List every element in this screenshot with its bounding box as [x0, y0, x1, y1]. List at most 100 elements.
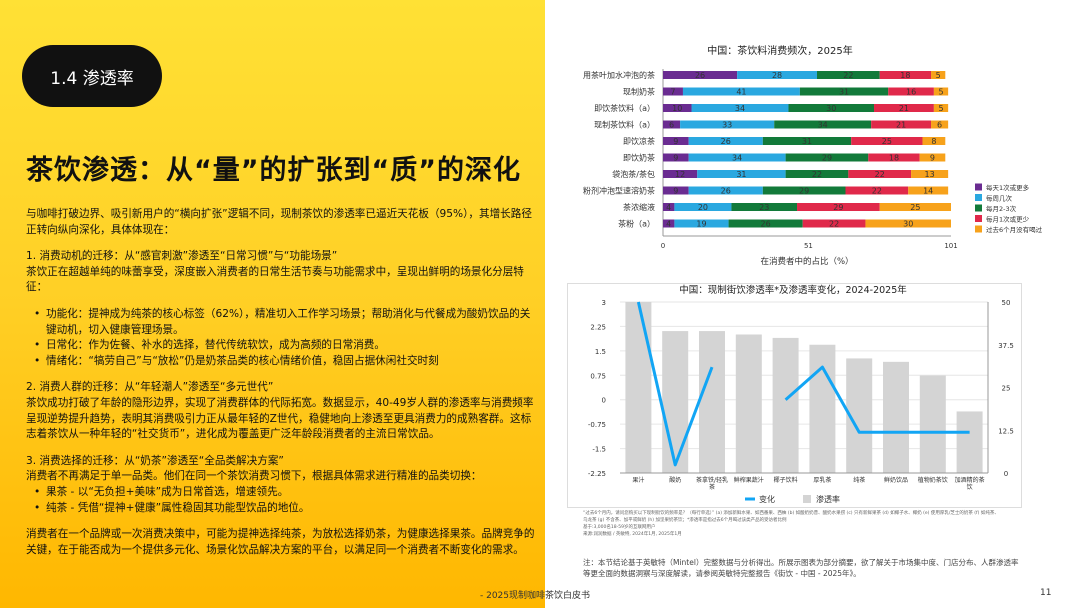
section-1-text: 茶饮正在超越单纯的味蕾享受，深度嵌入消费者的日常生活节奏与功能需求中，呈现出鲜明…: [26, 265, 524, 294]
category-label: 茶粉（a）: [618, 219, 655, 229]
category-label: 即饮茶饮料（a）: [594, 103, 655, 113]
data-label: 30: [826, 104, 836, 113]
category-label: 茶浓缩液: [623, 202, 655, 212]
category-label: 鲜榨果蔬汁: [733, 477, 764, 484]
data-label: 10: [672, 104, 682, 113]
legend-label: 过去6个月没有喝过: [986, 225, 1043, 234]
page-number: 11: [1040, 588, 1052, 598]
bar-segment: [663, 104, 692, 112]
data-label: 33: [722, 121, 732, 130]
bar-segment: [879, 71, 932, 79]
data-label: 34: [735, 104, 745, 113]
bar-segment: [663, 71, 738, 79]
data-label: 5: [938, 104, 943, 113]
section-pill: 1.4 渗透率: [22, 45, 162, 107]
data-label: 25: [910, 203, 920, 212]
data-label: 6: [669, 121, 674, 130]
category-label: 加酒精的茶饮: [954, 477, 985, 491]
legend-label: 每月1次或更少: [986, 215, 1030, 224]
data-label: 26: [761, 220, 771, 229]
category-label: 粉剂冲泡型速溶奶茶: [583, 186, 655, 196]
data-label: 7: [670, 88, 675, 97]
category-label: 植物奶茶饮: [917, 477, 948, 484]
bar-segment: [888, 87, 934, 96]
bar-segment: [911, 170, 949, 178]
data-label: 13: [925, 170, 935, 179]
bar-segment: [680, 120, 775, 129]
data-label: 29: [833, 203, 843, 212]
data-label: 18: [889, 154, 899, 163]
section-1-list: 功能化：提神成为纯茶的核心标签（62%），精准切入工作学习场景；帮助消化与代餐成…: [26, 307, 538, 369]
bar-segment: [802, 219, 866, 228]
data-label: 6: [937, 121, 942, 130]
note-text: 注：本节结论基于英敏特（Mintel）完整数据与分析得出。所展示图表为部分摘要，…: [583, 558, 1019, 578]
data-label: 25: [882, 137, 892, 146]
x-tick-label: 101: [944, 242, 957, 250]
category-label: 鲜奶饮品: [883, 477, 908, 484]
legend-swatch: [975, 204, 982, 212]
data-label: 4: [666, 220, 671, 229]
bar-segment: [663, 87, 683, 96]
category-label: 即饮奶茶: [623, 153, 655, 163]
data-label: 18: [900, 71, 910, 80]
list-item: 情绪化：“犒劳自己”与“放松”仍是奶茶品类的核心情绪价值，稳固占据休闲社交时刻: [34, 354, 538, 370]
category-label: 果汁: [632, 477, 645, 484]
bar-segment: [737, 71, 817, 79]
bar-segment: [874, 104, 934, 112]
bar-segment: [799, 87, 889, 96]
legend-label: 每月2-3次: [986, 204, 1017, 213]
chart-footnote: “过去6个月内，请问您购买以下现制街饮的频率是？（每行单选）” (a) 添加新鲜…: [583, 510, 1003, 538]
bar-segment: [688, 153, 786, 162]
bar-segment: [868, 153, 920, 162]
bar-segment: [797, 203, 880, 211]
data-label: 29: [799, 187, 809, 196]
category-label: 厚乳茶: [813, 477, 832, 484]
data-label: 29: [822, 154, 832, 163]
bar-segment: [731, 203, 798, 211]
data-label: 23: [759, 203, 769, 212]
legend-label: 每天1次或更多: [986, 183, 1030, 192]
data-label: 12: [675, 170, 685, 179]
bar-segment: [774, 120, 872, 129]
footnote-line: “过去6个月内，请问您购买以下现制街饮的频率是？（每行单选）” (a) 添加新鲜…: [583, 511, 999, 523]
section-3-text: 消费者不再满足于单一品类。他们在同一个茶饮消费习惯下，根据具体需求进行精准的品类…: [26, 470, 482, 483]
data-label: 22: [872, 187, 882, 196]
data-label: 22: [829, 220, 839, 229]
bar-segment: [691, 104, 789, 112]
bar-segment: [931, 71, 946, 79]
chart-2-frame: [567, 283, 1022, 508]
data-label: 9: [673, 154, 678, 163]
page-title: 茶饮渗透：从“量”的扩张到“质”的深化: [26, 155, 521, 186]
section-3-title: 3. 消费选择的迁移：从“奶茶”渗透至“全品类解决方案”: [26, 454, 284, 467]
data-label: 31: [839, 88, 849, 97]
bar-segment: [845, 186, 909, 195]
bar-segment: [688, 186, 763, 195]
legend-swatch: [975, 215, 982, 222]
data-label: 5: [936, 71, 941, 80]
data-label: 9: [673, 137, 678, 146]
bar-segment: [816, 71, 880, 79]
bar-segment: [663, 153, 689, 162]
bar-segment: [663, 120, 681, 129]
chart-title: 中国：茶饮料消费频次，2025年: [707, 44, 852, 57]
x-tick-label: 0: [661, 242, 665, 250]
category-label: 现制奶茶: [623, 87, 655, 97]
bar-segment: [931, 120, 949, 129]
footnote-line: 基于:3,000名18-59岁的互联网用户: [583, 525, 656, 530]
category-label: 即饮凉茶: [623, 136, 655, 146]
bar-segment: [674, 219, 729, 228]
bar-segment: [933, 104, 949, 112]
bar-segment: [663, 219, 675, 228]
category-label: 现制茶饮料（a）: [594, 120, 655, 130]
data-label: 34: [732, 154, 742, 163]
footnote-line: 来源:润润数据 / 英敏特, 2024年1月, 2025年1月: [583, 532, 682, 537]
left-panel: 1.4 渗透率 茶饮渗透：从“量”的扩张到“质”的深化 与咖啡打破边界、吸引新用…: [0, 0, 545, 608]
data-label: 21: [899, 104, 909, 113]
category-label: 椰子饮料: [773, 477, 798, 484]
data-label: 26: [721, 187, 731, 196]
list-item: 纯茶 - 凭借“提神+健康”属性稳固其功能型饮品的地位。: [34, 501, 538, 517]
bar-segment: [663, 170, 698, 178]
bar-segment: [865, 219, 951, 228]
data-label: 20: [698, 203, 708, 212]
body-text: 与咖啡打破边界、吸引新用户的“横向扩张”逻辑不同，现制茶饮的渗透率已逼近天花板（…: [26, 207, 538, 558]
